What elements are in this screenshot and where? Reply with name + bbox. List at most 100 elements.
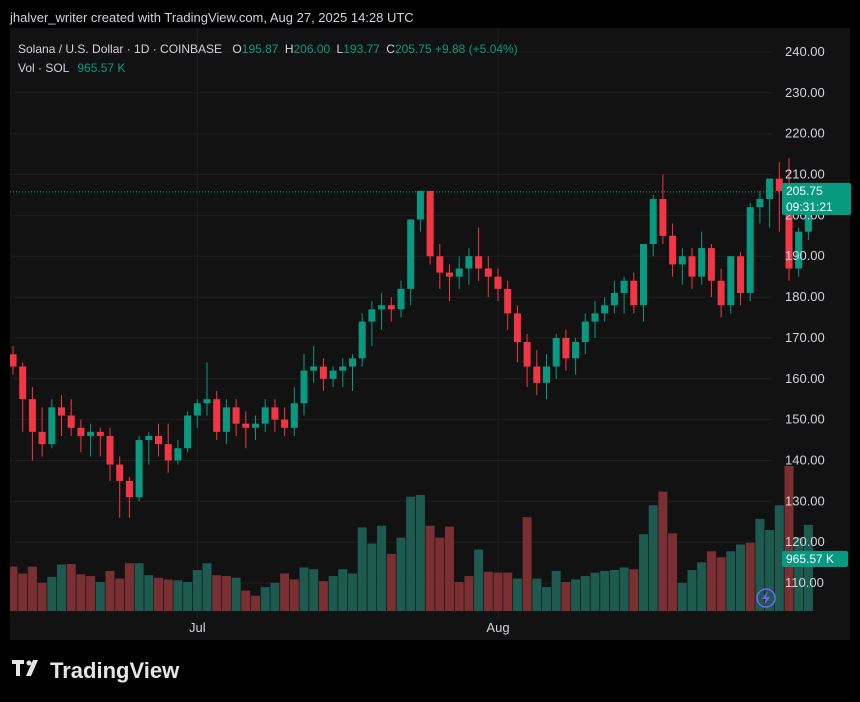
- price-axis: 110.00 120.00 130.00 140.00 150.00 160.00 170.…: [785, 44, 825, 590]
- volume-bar: [609, 570, 619, 611]
- candle-body: [349, 358, 356, 367]
- candle-body: [552, 337, 560, 367]
- candle-body: [48, 407, 56, 445]
- candle-body: [252, 423, 259, 428]
- candle: [543, 354, 550, 400]
- volume-bar: [435, 537, 445, 611]
- candle-body: [407, 219, 415, 289]
- price-tick-label: 180.00: [785, 289, 825, 304]
- volume-bar: [745, 542, 755, 611]
- candle-body: [601, 305, 609, 314]
- candle: [329, 366, 337, 387]
- candle: [19, 362, 27, 432]
- volume-bar: [493, 572, 503, 611]
- low-value: 193.77: [343, 42, 380, 56]
- candlestick-chart[interactable]: 110.00 120.00 130.00 140.00 150.00 160.00 170.…: [10, 28, 850, 640]
- volume-bar: [289, 579, 299, 611]
- candle: [38, 407, 46, 457]
- high-label: H: [284, 42, 294, 56]
- volume-bar: [18, 573, 28, 611]
- candle-body: [184, 415, 192, 449]
- volume-bar: [425, 525, 435, 611]
- volume-bar: [27, 566, 37, 611]
- candle-body: [290, 403, 298, 428]
- symbol-label[interactable]: Solana / U.S. Dollar · 1D · COINBASE: [18, 42, 223, 56]
- candle-body: [19, 366, 27, 400]
- candle: [155, 423, 162, 457]
- volume-bar: [163, 579, 173, 611]
- volume-bar: [474, 549, 484, 611]
- candle-body: [620, 280, 628, 293]
- candle-body: [174, 448, 182, 461]
- price-tick-label: 130.00: [785, 493, 825, 508]
- candle: [48, 399, 56, 449]
- candle: [407, 219, 415, 306]
- candle-body: [572, 342, 580, 359]
- time-axis: Jul Aug: [189, 620, 510, 635]
- candle-body: [261, 407, 269, 424]
- candle-body: [610, 292, 618, 306]
- candle-body: [10, 354, 17, 367]
- candle: [620, 276, 628, 314]
- candle-body: [678, 256, 686, 265]
- price-tick-label: 110.00: [785, 575, 824, 590]
- volume-bar: [377, 525, 387, 611]
- volume-bar: [755, 518, 765, 611]
- volume-bar: [580, 576, 590, 611]
- candle: [737, 252, 744, 306]
- volume-bar: [37, 582, 47, 611]
- candle: [785, 158, 793, 281]
- candle: [552, 333, 560, 379]
- volume-bar: [765, 529, 775, 611]
- volume-bar: [183, 582, 193, 611]
- candle: [795, 227, 803, 277]
- volume-bar: [367, 543, 377, 611]
- tradingview-logo[interactable]: TradingView: [12, 658, 179, 684]
- volume-bar: [590, 572, 600, 611]
- change-value: +9.88 (+5.04%): [434, 42, 518, 56]
- volume-bar: [803, 524, 813, 611]
- lightning-icon[interactable]: [756, 588, 776, 608]
- candle: [591, 301, 599, 338]
- candle: [387, 297, 395, 322]
- volume-bar: [726, 551, 736, 611]
- volume-value: 965.57 K: [77, 61, 126, 75]
- volume-bar: [338, 569, 348, 611]
- candle-body: [378, 305, 386, 310]
- volume-label[interactable]: Vol · SOL: [18, 61, 70, 75]
- volume-bar: [86, 576, 96, 611]
- candle-body: [775, 178, 783, 191]
- volume-badge: 965.57 K: [782, 551, 848, 567]
- volume-bar: [95, 582, 105, 611]
- time-tick-label: Jul: [189, 620, 206, 635]
- candle-body: [164, 444, 172, 461]
- chart-attribution: jhalver_writer created with TradingView.…: [10, 10, 414, 25]
- price-tick-label: 150.00: [785, 412, 825, 427]
- volume-bar: [386, 553, 396, 611]
- candle: [184, 411, 192, 453]
- candle-body: [87, 431, 95, 436]
- volume-bar: [280, 573, 290, 611]
- volume-bar: [677, 582, 687, 611]
- candle: [572, 337, 580, 375]
- candle: [213, 391, 221, 441]
- candle-body: [67, 415, 75, 428]
- candle-body: [77, 427, 85, 436]
- volume-bar: [415, 495, 425, 611]
- open-value: 195.87: [241, 42, 279, 56]
- candle-body: [368, 309, 376, 322]
- volume-bar: [639, 534, 648, 611]
- candle-body: [281, 419, 289, 428]
- candle-body: [766, 178, 774, 200]
- volume-bar: [445, 526, 454, 611]
- candle-body: [562, 337, 570, 359]
- volume-bar: [241, 590, 251, 611]
- volume-bar: [348, 573, 357, 611]
- candle: [727, 256, 735, 314]
- candle: [659, 174, 667, 244]
- candle-body: [416, 190, 424, 220]
- chart-frame[interactable]: 110.00 120.00 130.00 140.00 150.00 160.00 170.…: [10, 28, 850, 640]
- candle: [562, 329, 570, 371]
- candle-body: [106, 435, 114, 465]
- volume-bar: [47, 576, 57, 611]
